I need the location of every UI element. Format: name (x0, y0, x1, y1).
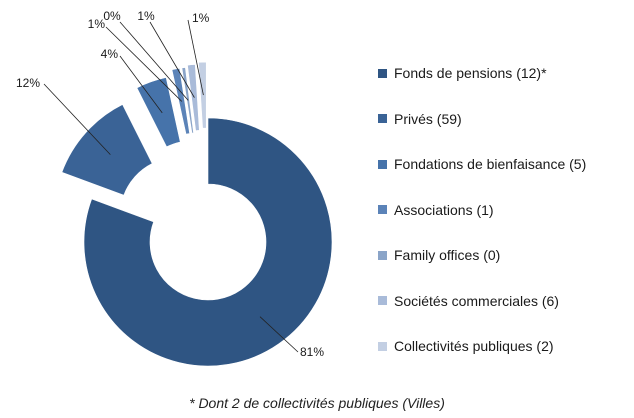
leader-line (259, 316, 299, 353)
doughnut-slice (136, 77, 181, 148)
doughnut-slice (83, 117, 333, 367)
legend-swatch (378, 114, 387, 123)
leader-line (119, 21, 189, 101)
leader-line (43, 83, 111, 155)
legend-label: Collectivités publiques (2) (394, 338, 554, 354)
doughnut-slice (198, 61, 207, 129)
legend-label: Fondations de bienfaisance (5) (394, 156, 587, 172)
legend-item-fonds-de-pensions: Fonds de pensions (12)* (378, 62, 628, 84)
data-label: 12% (16, 76, 40, 90)
legend-label: Fonds de pensions (12)* (394, 65, 547, 81)
legend-label: Sociétés commerciales (6) (394, 292, 559, 309)
data-label: 0% (103, 9, 121, 23)
legend: Fonds de pensions (12)* Privés (59) Fond… (378, 62, 628, 381)
slices-group (61, 61, 333, 367)
doughnut-slice (61, 104, 153, 196)
legend-label: Privés (59) (394, 110, 462, 127)
legend-item-associations: Associations (1) (378, 199, 628, 221)
legend-item-prives: Privés (59) (378, 108, 628, 130)
leader-line (105, 26, 183, 102)
legend-swatch (378, 296, 387, 305)
data-label: 1% (88, 17, 106, 31)
data-label: 1% (137, 9, 155, 23)
leader-line (149, 21, 195, 98)
data-label: 4% (101, 47, 119, 61)
doughnut-slice (187, 64, 200, 132)
legend-swatch (378, 159, 387, 169)
legend-item-family-offices: Family offices (0) (378, 244, 628, 266)
legend-label: Family offices (0) (394, 247, 501, 263)
data-label: 1% (192, 11, 210, 25)
data-labels-group: 81%12%4%1%0% 1% 1% (16, 9, 324, 359)
footnote: * Dont 2 de collectivités publiques (Vil… (189, 395, 445, 411)
legend-swatch (378, 341, 387, 351)
leader-lines-group (43, 19, 299, 353)
legend-item-societes-commerciales: Sociétés commerciales (6) (378, 290, 628, 312)
doughnut-slice (171, 67, 190, 135)
data-label: 81% (300, 345, 324, 359)
legend-item-collectivites-publiques: Collectivités publiques (2) (378, 335, 628, 357)
leader-line (187, 19, 204, 96)
legend-swatch (378, 205, 387, 214)
leader-line (119, 55, 163, 114)
legend-item-fondations: Fondations de bienfaisance (5) (378, 153, 628, 175)
legend-label: Associations (1) (394, 201, 494, 218)
legend-swatch (378, 68, 387, 78)
legend-swatch (378, 250, 387, 260)
